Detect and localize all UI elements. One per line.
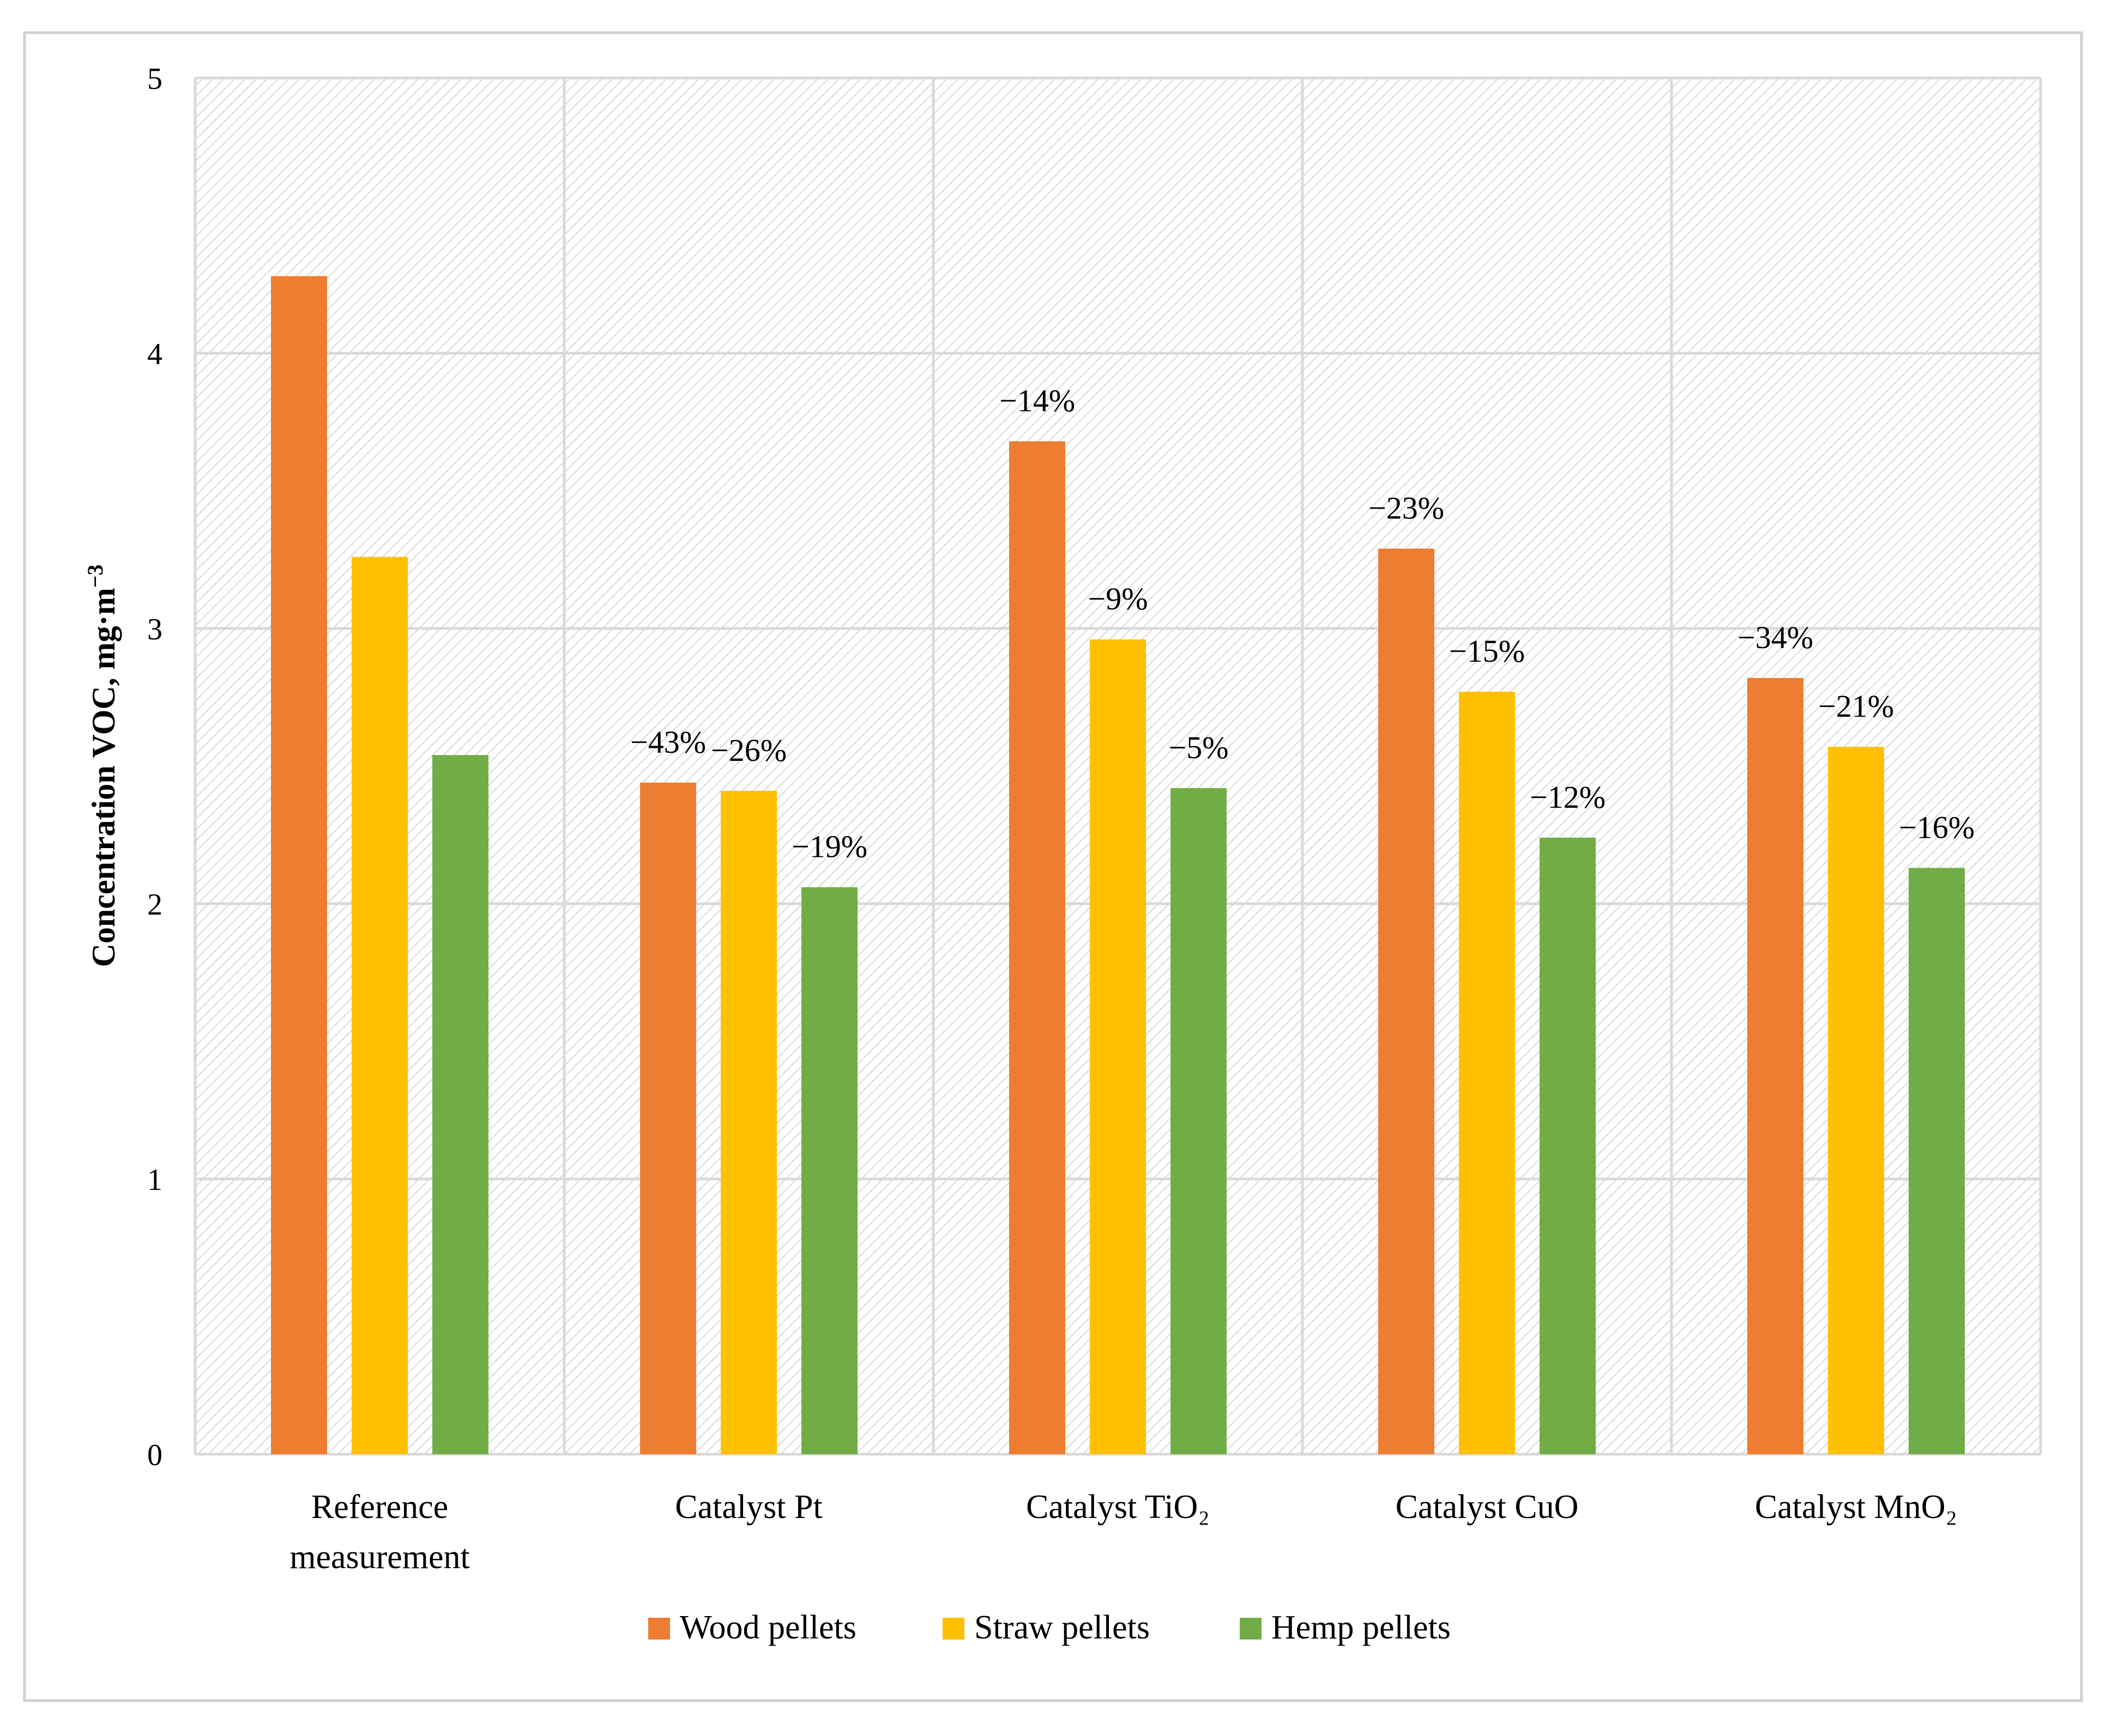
data-label: −15%	[1449, 633, 1525, 669]
legend-swatch-wood-pellets	[648, 1618, 670, 1640]
bar-wood-pellets-0	[271, 276, 327, 1454]
bar-hemp-pellets-1	[801, 887, 858, 1454]
bar-straw-pellets-0	[352, 557, 408, 1455]
category-label: measurement	[289, 1539, 470, 1576]
data-label: −21%	[1818, 688, 1894, 724]
category-label: Catalyst Pt	[675, 1489, 822, 1526]
bar-wood-pellets-1	[640, 782, 696, 1454]
data-label: −26%	[711, 733, 787, 768]
legend-label: Hemp pellets	[1271, 1609, 1451, 1646]
y-tick-label: 5	[147, 62, 162, 96]
category-label: Reference	[311, 1489, 448, 1526]
y-tick-label: 2	[147, 888, 162, 922]
data-label: −19%	[792, 829, 867, 864]
bar-straw-pellets-2	[1090, 639, 1146, 1454]
bar-straw-pellets-3	[1459, 692, 1515, 1454]
category-label: Catalyst MnO₂	[1755, 1489, 1957, 1526]
data-label: −9%	[1088, 581, 1148, 616]
legend-swatch-straw-pellets	[943, 1618, 964, 1640]
bar-hemp-pellets-2	[1170, 788, 1227, 1454]
legend-swatch-hemp-pellets	[1240, 1618, 1262, 1640]
y-axis-title: Concentration VOC, mg·m−3	[83, 565, 122, 967]
bar-wood-pellets-4	[1747, 678, 1803, 1454]
gridlines	[194, 76, 2042, 1456]
data-label: −16%	[1899, 809, 1975, 845]
bar-wood-pellets-3	[1378, 548, 1434, 1454]
y-tick-label: 0	[147, 1438, 162, 1472]
bar-hemp-pellets-3	[1540, 837, 1596, 1454]
category-label: Catalyst TiO₂	[1026, 1489, 1210, 1526]
category-label: Catalyst CuO	[1396, 1489, 1579, 1526]
bar-straw-pellets-1	[721, 790, 777, 1454]
data-label: −34%	[1737, 620, 1813, 655]
legend-label: Wood pellets	[680, 1609, 856, 1646]
bar-straw-pellets-4	[1828, 747, 1884, 1454]
bars	[271, 276, 1965, 1455]
y-tick-label: 4	[147, 337, 162, 371]
legend: Wood pellets Straw pellets Hemp pellets	[648, 1609, 1451, 1646]
bar-wood-pellets-2	[1009, 441, 1065, 1454]
data-label: −23%	[1368, 491, 1444, 526]
data-label: −12%	[1530, 779, 1606, 815]
y-tick-label: 3	[147, 613, 162, 646]
bar-hemp-pellets-0	[432, 755, 488, 1454]
y-axis-title-superscript: −3	[83, 565, 107, 588]
category-labels: Reference measurement Catalyst Pt Catalyst …	[289, 1489, 1957, 1576]
data-label: −43%	[630, 724, 706, 760]
y-tick-label: 1	[147, 1163, 162, 1197]
data-label: −14%	[999, 383, 1075, 419]
data-labels: −43% −26% −19% −14% −9% −5% −23% −15% −12% −34%−2…	[630, 383, 1975, 864]
y-axis-title-text: Concentration VOC, mg·m	[86, 588, 122, 967]
bar-hemp-pellets-4	[1909, 868, 1965, 1454]
y-axis-ticks: 0 1 2 3 4 5	[147, 62, 162, 1472]
legend-label: Straw pellets	[974, 1609, 1150, 1646]
data-label: −5%	[1168, 730, 1228, 765]
